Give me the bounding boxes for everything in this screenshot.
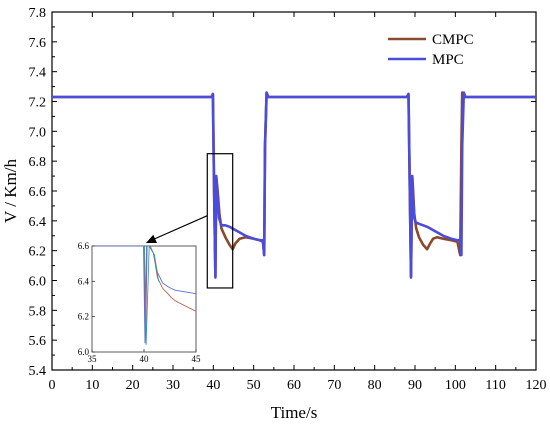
inset-series	[92, 246, 196, 345]
legend-label-mpc: MPC	[432, 52, 464, 68]
x-tick-label: 90	[408, 378, 422, 393]
inset-x-tick-label: 45	[192, 354, 202, 364]
highlight-box-group	[146, 153, 234, 289]
y-axis-label: V / Km/h	[1, 159, 20, 223]
x-tick-label: 70	[327, 378, 341, 393]
y-tick-label: 6.6	[29, 185, 47, 200]
x-tick-label: 30	[166, 378, 180, 393]
x-tick-label: 100	[445, 378, 466, 393]
inset-series-line-extra	[142, 246, 160, 345]
y-tick-label: 7.8	[29, 6, 47, 21]
zoom-arrow-line	[151, 215, 208, 241]
y-tick-label: 7.6	[29, 36, 47, 51]
x-tick-label: 50	[247, 378, 261, 393]
legend: CMPC MPC	[388, 32, 474, 68]
y-tick-label: 6.8	[29, 155, 47, 170]
x-axis-label: Time/s	[271, 403, 318, 422]
zoom-highlight-box	[206, 153, 234, 289]
inset-y-tick-label: 6.0	[78, 347, 90, 357]
x-tick-label: 20	[126, 378, 140, 393]
y-tick-label: 5.8	[29, 304, 47, 319]
y-tick-label: 5.6	[29, 334, 47, 349]
x-tick-label: 0	[49, 378, 56, 393]
zoom-arrow-head	[146, 234, 157, 243]
series-line-mpc	[52, 91, 536, 279]
y-tick-label: 6.4	[29, 215, 47, 230]
x-tick-label: 110	[485, 378, 505, 393]
main-axes: 0 10 20 30 40 50 60 70 80 90 100 110 120 5.4 5.6 5.8 6.0…	[29, 6, 547, 393]
inset-y-tick-label: 6.4	[78, 276, 90, 286]
main-series	[52, 91, 536, 279]
y-tick-label: 6.0	[29, 275, 47, 290]
y-tick-label: 7.4	[29, 66, 47, 81]
inset-chart: 35 40 45 6.0 6.2 6.4 6.6	[78, 241, 201, 364]
y-tick-label: 7.2	[29, 96, 47, 111]
x-tick-label: 80	[368, 378, 382, 393]
x-tick-label: 60	[287, 378, 301, 393]
inset-y-tick-label: 6.6	[78, 241, 90, 251]
y-tick-label: 7.0	[29, 125, 47, 140]
inset-series-line-cmpc	[92, 246, 196, 338]
legend-label-cmpc: CMPC	[432, 32, 474, 48]
x-tick-label: 10	[85, 378, 99, 393]
inset-x-tick-label: 35	[88, 354, 98, 364]
x-tick-label: 40	[206, 378, 220, 393]
inset-x-tick-label: 40	[140, 354, 150, 364]
y-tick-label: 5.4	[29, 364, 47, 379]
y-tick-label: 6.2	[29, 245, 47, 260]
x-tick-label: 120	[526, 378, 547, 393]
inset-y-tick-label: 6.2	[78, 312, 89, 322]
